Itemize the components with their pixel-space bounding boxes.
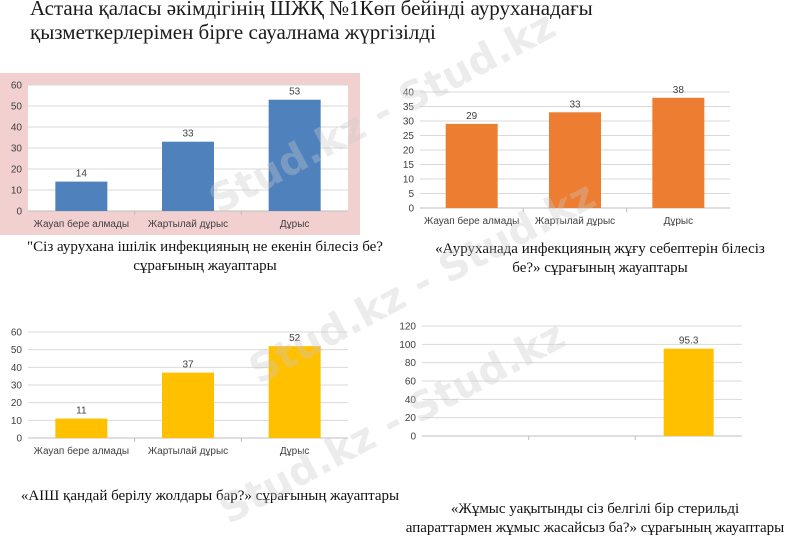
y-tick-label: 10 [11, 416, 23, 427]
bar [445, 123, 498, 208]
y-tick-label: 50 [11, 345, 23, 356]
caption-4: «Жұмыс уақытынды сіз белгілі бір стериль… [390, 500, 800, 538]
x-category-label: Жартылай дұрыс [148, 219, 228, 230]
x-category-label: Дұрыс [280, 446, 310, 457]
chart-1: 0 10 20 30 40 50 60 14 Жауап бере алмады 33 Жартыл… [0, 73, 360, 235]
caption-2-line-2: бе?» сұрағының жауаптары [512, 260, 688, 276]
y-tick-label: 80 [405, 358, 417, 369]
y-tick-label: 60 [405, 377, 417, 388]
y-tick-label: 100 [399, 340, 416, 351]
y-tick-label: 30 [11, 144, 23, 155]
x-category-label: Дұрыс [280, 219, 310, 230]
chart-3: 0 10 20 30 40 50 60 11 Жауап бере алмады 37 Жартыл… [0, 322, 360, 462]
y-tick-label: 0 [410, 432, 416, 443]
data-label: 29 [466, 111, 478, 122]
x-category-label: Дұрыс [664, 216, 694, 227]
chart-4-svg: 0 20 40 60 80 100 120 95.3 [399, 322, 742, 443]
x-category-label: Жауап бере алмады [424, 215, 519, 227]
data-label: 52 [289, 333, 301, 344]
y-tick-label: 120 [399, 322, 416, 333]
page-title: Астана қаласы әкімдігінің ШЖҚ №1Көп бейі… [30, 0, 593, 44]
chart-2: 0 5 10 15 20 25 30 35 40 29 Жауап бере алмады 33 Жар… [390, 82, 750, 232]
data-label: 37 [182, 360, 194, 371]
bar [162, 372, 214, 438]
y-tick-label: 20 [11, 165, 23, 176]
y-tick-label: 40 [11, 363, 23, 374]
y-tick-label: 30 [11, 381, 23, 392]
title-line-1: Астана қаласы әкімдігінің ШЖҚ №1Көп бейі… [30, 0, 593, 20]
y-tick-label: 60 [11, 328, 23, 339]
x-category-label: Жауап бере алмады [34, 445, 129, 457]
y-tick-label: 20 [11, 398, 23, 409]
y-tick-label: 40 [405, 395, 417, 406]
caption-3: «АІШ қандай берілу жолдары бар?» сұрағын… [0, 487, 420, 506]
caption-4-line-2: апараттармен жұмыс жасайсыз ба?» сұрағын… [405, 520, 785, 536]
chart-2-svg: 0 5 10 15 20 25 30 35 40 29 Жауап бере алмады 33 Жар… [403, 85, 730, 227]
y-tick-label: 35 [403, 102, 415, 113]
data-label: 11 [76, 406, 87, 417]
y-tick-label: 15 [403, 160, 415, 171]
x-category-label: Жартылай дұрыс [535, 216, 615, 227]
y-tick-label: 60 [11, 81, 23, 92]
bar [268, 99, 321, 211]
bar [162, 141, 214, 211]
y-tick-label: 50 [11, 102, 23, 113]
chart-4: 0 20 40 60 80 100 120 95.3 [392, 318, 762, 448]
bar [549, 112, 601, 208]
bar [268, 346, 321, 438]
x-category-label: Жауап бере алмады [34, 218, 129, 230]
bar [55, 418, 108, 438]
y-tick-label: 40 [403, 88, 415, 99]
caption-1-line-2: сұрағының жауаптары [133, 258, 277, 274]
y-tick-label: 5 [408, 189, 414, 200]
caption-4-line-1: «Жұмыс уақытынды сіз белгілі бір стериль… [450, 501, 740, 517]
data-label: 33 [182, 129, 194, 140]
y-tick-label: 25 [403, 131, 415, 142]
y-tick-label: 10 [11, 186, 23, 197]
chart-1-svg: 0 10 20 30 40 50 60 14 Жауап бере алмады 33 Жартыл… [0, 73, 360, 235]
title-line-2: қызметкерлерімен бірге сауалнама жүргізі… [30, 20, 436, 44]
y-tick-label: 10 [403, 175, 415, 186]
data-label: 95.3 [679, 336, 699, 347]
caption-2-line-1: «Ауруханада инфекцияның жұғу себептерін … [435, 241, 765, 257]
caption-3-line-1: «АІШ қандай берілу жолдары бар?» сұрағын… [20, 488, 400, 504]
y-tick-label: 0 [16, 434, 22, 445]
data-label: 33 [569, 99, 581, 110]
bar [55, 181, 108, 211]
caption-2: «Ауруханада инфекцияның жұғу себептерін … [410, 240, 790, 278]
bar [652, 97, 705, 208]
y-tick-label: 40 [11, 123, 23, 134]
y-tick-label: 30 [403, 117, 415, 128]
y-tick-label: 20 [405, 413, 417, 424]
bar [663, 348, 714, 436]
caption-1-line-1: "Сіз аурухана ішілік инфекцияның не екен… [27, 239, 383, 255]
x-category-label: Жартылай дұрыс [148, 446, 228, 457]
data-label: 14 [76, 169, 88, 180]
y-tick-label: 0 [16, 207, 22, 218]
chart-3-svg: 0 10 20 30 40 50 60 11 Жауап бере алмады 37 Жартыл… [11, 328, 348, 457]
data-label: 38 [673, 85, 685, 96]
caption-1: "Сіз аурухана ішілік инфекцияның не екен… [0, 238, 410, 276]
y-tick-label: 20 [403, 146, 415, 157]
y-tick-label: 0 [408, 204, 414, 215]
data-label: 53 [289, 87, 301, 98]
